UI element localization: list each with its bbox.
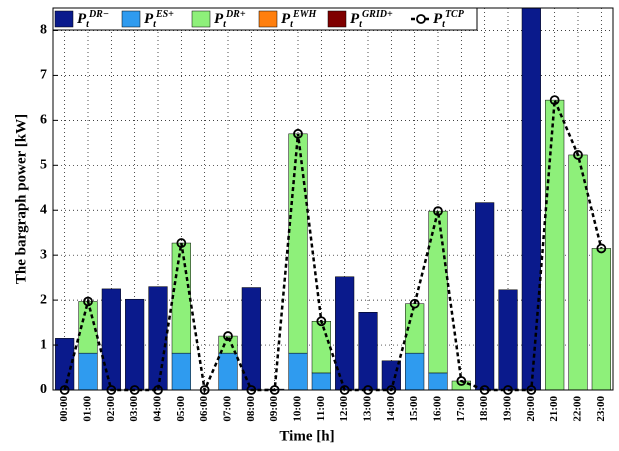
legend-label: PtDR+ <box>214 9 246 30</box>
bar <box>288 352 308 391</box>
x-axis-label: Time [h] <box>279 428 334 444</box>
line-marker <box>409 298 420 309</box>
legend-label: PtDR− <box>77 9 109 30</box>
y-tick-label: 7 <box>40 68 47 83</box>
x-tick-label: 06:00 <box>198 396 210 422</box>
bar <box>55 338 75 391</box>
bar <box>218 335 238 354</box>
line-marker <box>456 376 467 386</box>
line-marker <box>83 296 93 307</box>
x-tick-label: 19:00 <box>502 396 514 422</box>
line-marker <box>176 238 187 248</box>
bar <box>311 372 331 391</box>
x-tick-label: 09:00 <box>268 396 280 422</box>
y-tick-label: 0 <box>40 382 47 397</box>
y-axis-label: The bargraph power [kW] <box>13 114 29 284</box>
line-marker <box>293 128 303 139</box>
x-tick-label: 17:00 <box>455 396 467 422</box>
bar <box>241 287 261 391</box>
x-tick-label: 08:00 <box>245 396 257 422</box>
x-tick-label: 03:00 <box>128 396 140 422</box>
plot-area <box>53 8 613 390</box>
y-tick-label: 3 <box>40 247 47 262</box>
legend-label: PtEWH <box>281 9 318 30</box>
x-tick-label: 12:00 <box>338 396 350 422</box>
bar <box>405 303 425 354</box>
x-tick-label: 04:00 <box>152 396 164 422</box>
x-tick-label: 22:00 <box>572 396 584 422</box>
bar <box>428 372 448 391</box>
x-tick-label: 21:00 <box>548 396 560 422</box>
bar <box>591 248 611 391</box>
x-tick-label: 07:00 <box>222 396 234 422</box>
x-tick-label: 16:00 <box>432 396 444 422</box>
bar <box>288 133 308 354</box>
x-tick-label: 18:00 <box>478 396 490 422</box>
x-tick-label: 00:00 <box>58 396 70 422</box>
line-marker <box>596 243 607 254</box>
y-tick-label: 4 <box>40 202 47 217</box>
bar <box>475 202 495 391</box>
x-tick-label: 23:00 <box>595 396 607 422</box>
y-tick-label: 2 <box>40 292 47 307</box>
bar <box>568 154 588 391</box>
y-tick-label: 6 <box>40 113 47 128</box>
x-tick-label: 15:00 <box>408 396 420 422</box>
legend-label: PtGRID+ <box>350 9 393 30</box>
line-marker <box>433 206 443 217</box>
y-tick-label: 8 <box>40 23 47 38</box>
bar <box>171 352 191 391</box>
legend-swatch <box>258 10 278 28</box>
y-tick-label: 5 <box>40 158 47 173</box>
bar <box>148 286 168 391</box>
bar <box>125 298 145 391</box>
line-marker <box>223 331 233 341</box>
bar <box>358 312 378 391</box>
x-tick-label: 13:00 <box>362 396 374 422</box>
bar <box>545 99 565 391</box>
legend-label: PtES+ <box>144 9 174 30</box>
bar <box>405 352 425 391</box>
x-tick-label: 14:00 <box>385 396 397 422</box>
bar <box>521 7 541 391</box>
legend-swatch <box>121 10 141 28</box>
x-tick-label: 02:00 <box>105 396 117 422</box>
x-tick-label: 05:00 <box>175 396 187 422</box>
legend-swatch <box>327 10 347 28</box>
line-marker <box>316 316 327 327</box>
bar <box>218 352 238 391</box>
bar <box>78 352 98 391</box>
legend-marker <box>416 14 426 24</box>
bar <box>171 242 191 354</box>
x-tick-label: 10:00 <box>292 396 304 422</box>
y-tick-label: 1 <box>40 337 47 352</box>
legend: PtDR− PtES+ PtDR+ PtEWH PtGRID+ PtTCP <box>52 7 478 31</box>
line-marker <box>573 150 583 160</box>
bar <box>101 288 121 391</box>
bar <box>498 289 518 391</box>
x-tick-label: 11:00 <box>315 396 327 422</box>
bar <box>335 276 355 391</box>
bar <box>311 320 331 374</box>
legend-swatch <box>191 10 211 28</box>
x-tick-label: 01:00 <box>82 396 94 422</box>
legend-swatch <box>54 10 74 28</box>
line-marker <box>549 95 560 106</box>
x-tick-label: 20:00 <box>525 396 537 422</box>
legend-label: PtTCP <box>433 9 465 30</box>
